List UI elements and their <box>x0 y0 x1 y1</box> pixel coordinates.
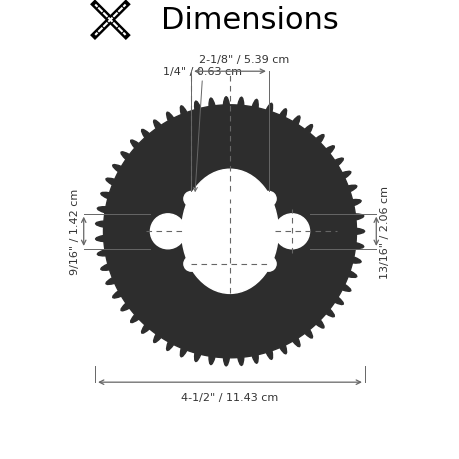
Circle shape <box>150 214 185 249</box>
Text: 4-1/2" / 11.43 cm: 4-1/2" / 11.43 cm <box>181 392 278 403</box>
Text: 13/16" / 2.06 cm: 13/16" / 2.06 cm <box>379 185 389 278</box>
Text: Dimensions: Dimensions <box>161 6 338 35</box>
Ellipse shape <box>181 170 278 294</box>
Circle shape <box>261 192 275 207</box>
Text: 1/4" / 0.63 cm: 1/4" / 0.63 cm <box>162 67 241 77</box>
Polygon shape <box>95 97 364 366</box>
Circle shape <box>184 257 198 272</box>
Circle shape <box>261 257 275 272</box>
Text: 9/16" / 1.42 cm: 9/16" / 1.42 cm <box>70 189 80 275</box>
Circle shape <box>184 192 198 207</box>
Text: 2-1/8" / 5.39 cm: 2-1/8" / 5.39 cm <box>198 55 288 65</box>
Circle shape <box>274 214 309 249</box>
